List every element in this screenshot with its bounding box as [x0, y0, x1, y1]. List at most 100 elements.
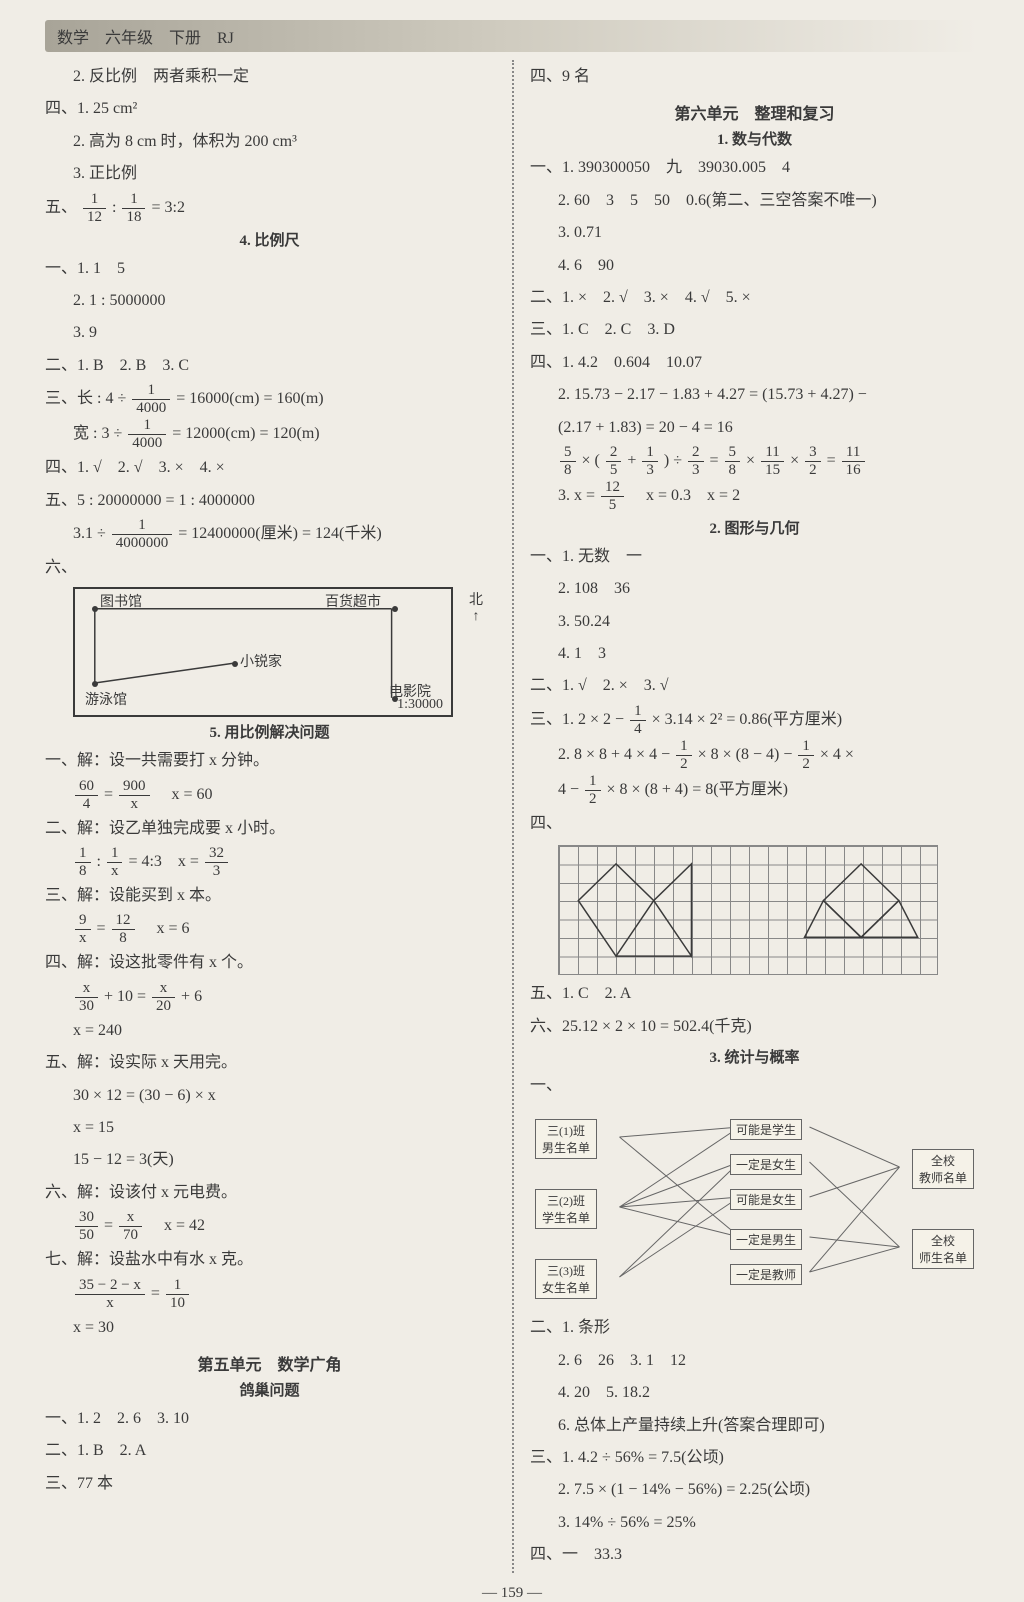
text-line: 4 − 12 × 8 × (8 + 4) = 8(平方厘米) — [530, 774, 979, 807]
map-label: 图书馆 — [100, 591, 142, 611]
stat-diagram: 三(1)班男生名单 三(2)班学生名单 三(3)班女生名单 可能是学生 一定是女… — [530, 1107, 979, 1307]
fraction: x30 — [75, 981, 98, 1014]
text-line: 五、5 : 20000000 = 1 : 4000000 — [45, 486, 494, 516]
text-line: 二、1. × 2. √ 3. × 4. √ 5. × — [530, 283, 979, 313]
op: ) ÷ — [664, 452, 686, 469]
text-line: x = 240 — [45, 1016, 494, 1046]
fraction: 110 — [166, 1278, 189, 1311]
fraction: 18 — [75, 846, 91, 879]
text-line: 一、1. 390300050 九 39030.005 4 — [530, 153, 979, 183]
op: : — [112, 199, 120, 216]
text-line: 二、1. 条形 — [530, 1313, 979, 1343]
op: = — [104, 1217, 117, 1234]
stat-box: 三(3)班女生名单 — [535, 1259, 597, 1299]
stat-label: 可能是女生 — [730, 1189, 802, 1210]
text-line: 4. 20 5. 18.2 — [530, 1378, 979, 1408]
text-line: 2. 高为 8 cm 时，体积为 200 cm³ — [45, 127, 494, 157]
op: = — [827, 452, 840, 469]
stat-label: 可能是学生 — [730, 1119, 802, 1140]
section-title: 5. 用比例解决问题 — [45, 721, 494, 742]
map-label: 小锐家 — [240, 651, 282, 671]
column-divider — [512, 60, 514, 1573]
label: 2. 8 × 8 + 4 × 4 − — [558, 746, 674, 763]
fraction: 14000 — [132, 383, 170, 416]
op: = — [151, 1285, 164, 1302]
text-line: 二、解：设乙单独完成要 x 小时。 — [45, 814, 494, 844]
fraction: 12 — [676, 739, 692, 772]
section-title: 3. 统计与概率 — [530, 1046, 979, 1067]
unit-title: 第五单元 数学广角 — [45, 1351, 494, 1375]
op: : — [97, 853, 105, 870]
fraction: 58 — [560, 445, 576, 478]
text-line: 18 : 1x = 4:3 x = 323 — [45, 846, 494, 879]
text-line: 二、1. B 2. A — [45, 1436, 494, 1466]
op: = 4:3 x = — [128, 853, 203, 870]
grid-shapes — [559, 846, 937, 974]
text-line: 五、1. C 2. A — [530, 979, 979, 1009]
op: = — [97, 921, 110, 938]
text-line: 58 × ( 25 + 13 ) ÷ 23 = 58 × 1115 × 32 =… — [530, 445, 979, 478]
result: + 6 — [181, 988, 202, 1005]
op: × 8 × (8 − 4) − — [698, 746, 797, 763]
text-line: 3. 14% ÷ 56% = 25% — [530, 1508, 979, 1538]
fraction: 14000 — [128, 418, 166, 451]
op: = — [104, 786, 117, 803]
text-line: 2. 6 26 3. 1 12 — [530, 1346, 979, 1376]
page-header: 数学 六年级 下册 RJ — [45, 20, 979, 52]
stat-box: 全校教师名单 — [912, 1149, 974, 1189]
text-line: 四、1. 25 cm² — [45, 94, 494, 124]
op: + 10 = — [104, 988, 150, 1005]
fraction: 9x — [75, 913, 91, 946]
content-columns: 2. 反比例 两者乘积一定 四、1. 25 cm² 2. 高为 8 cm 时，体… — [45, 60, 979, 1573]
text-line: 4. 6 90 — [530, 251, 979, 281]
text-line: 三、77 本 — [45, 1469, 494, 1499]
text-line: 2. 108 36 — [530, 574, 979, 604]
text-line: 六、 — [45, 553, 494, 583]
text-line: 2. 15.73 − 2.17 − 1.83 + 4.27 = (15.73 +… — [530, 380, 979, 410]
section-title: 4. 比例尺 — [45, 229, 494, 250]
result: x = 6 — [141, 921, 190, 938]
text-line: 四、1. √ 2. √ 3. × 4. × — [45, 453, 494, 483]
text-line: 一、1. 2 2. 6 3. 10 — [45, 1404, 494, 1434]
text-line: 2. 反比例 两者乘积一定 — [45, 62, 494, 92]
label: 三、1. 2 × 2 − — [530, 711, 628, 728]
fraction: 604 — [75, 779, 98, 812]
north-indicator: 北↑ — [469, 589, 483, 625]
stat-box: 三(1)班男生名单 — [535, 1119, 597, 1159]
op: × — [746, 452, 759, 469]
text-line: 4. 1 3 — [530, 639, 979, 669]
text-line: 五、解：设实际 x 天用完。 — [45, 1048, 494, 1078]
label: 三、长 : 4 ÷ — [45, 390, 130, 407]
stat-box: 三(2)班学生名单 — [535, 1189, 597, 1229]
result: x = 42 — [148, 1217, 205, 1234]
fraction: 3050 — [75, 1210, 98, 1243]
text-line: 2. 60 3 5 50 0.6(第二、三空答案不唯一) — [530, 186, 979, 216]
text-line: 一、 — [530, 1071, 979, 1101]
text-line: 2. 8 × 8 + 4 × 4 − 12 × 8 × (8 − 4) − 12… — [530, 739, 979, 772]
text-line: 15 − 12 = 3(天) — [45, 1145, 494, 1175]
text-line: 35 − 2 − xx = 110 — [45, 1278, 494, 1311]
text-line: x = 15 — [45, 1113, 494, 1143]
fraction: 125 — [601, 480, 624, 513]
text-line: (2.17 + 1.83) = 20 − 4 = 16 — [530, 413, 979, 443]
text-line: 二、1. √ 2. × 3. √ — [530, 671, 979, 701]
fraction: 32 — [805, 445, 821, 478]
page-number: — 159 — — [45, 1585, 979, 1602]
fraction: 14000000 — [112, 518, 173, 551]
text-line: 6. 总体上产量持续上升(答案合理即可) — [530, 1411, 979, 1441]
text-line: 三、长 : 4 ÷ 14000 = 16000(cm) = 160(m) — [45, 383, 494, 416]
right-column: 四、9 名 第六单元 整理和复习 1. 数与代数 一、1. 390300050 … — [512, 60, 979, 1573]
grid-diagram — [558, 845, 938, 975]
fraction: 13 — [642, 445, 658, 478]
label: 宽 : 3 ÷ — [73, 425, 126, 442]
text-line: 3. 9 — [45, 318, 494, 348]
text-line: x30 + 10 = x20 + 6 — [45, 981, 494, 1014]
op: = — [710, 452, 723, 469]
fraction: 12 — [798, 739, 814, 772]
fraction: 112 — [83, 192, 106, 225]
result: × 4 × — [820, 746, 854, 763]
fraction: 118 — [122, 192, 145, 225]
text-line: 宽 : 3 ÷ 14000 = 12000(cm) = 120(m) — [45, 418, 494, 451]
map-label: 百货超市 — [325, 591, 381, 611]
left-column: 2. 反比例 两者乘积一定 四、1. 25 cm² 2. 高为 8 cm 时，体… — [45, 60, 512, 1573]
